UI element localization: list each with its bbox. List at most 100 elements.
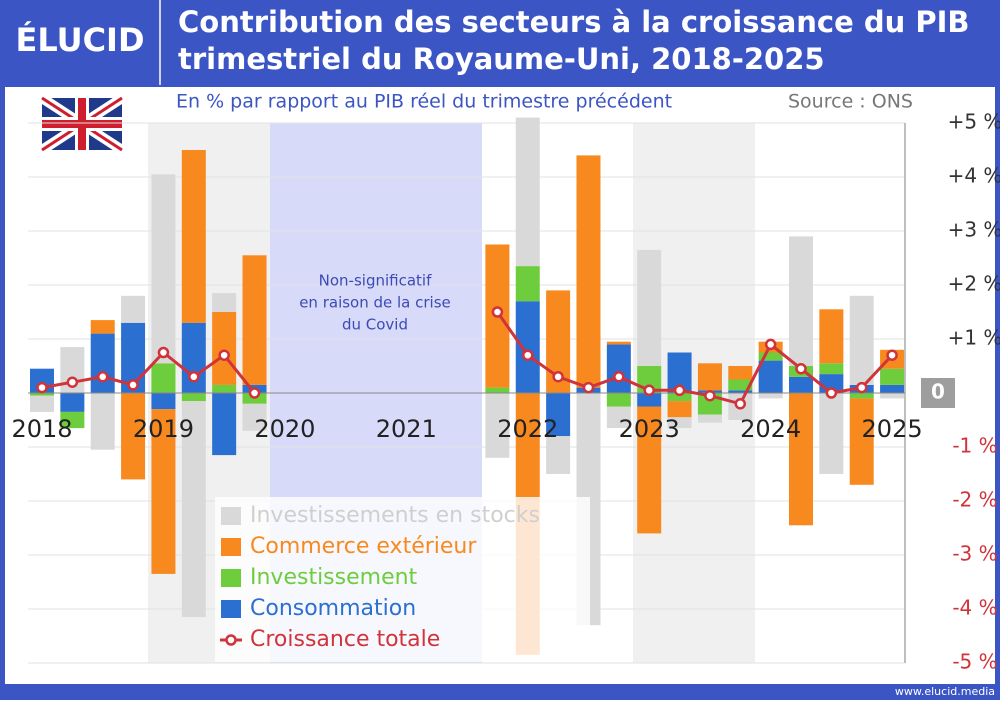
- bar-segment: [30, 395, 54, 412]
- bar-segment: [758, 360, 783, 393]
- bar-segment: [789, 236, 813, 366]
- legend-point: [225, 634, 237, 646]
- legend-swatch: [221, 507, 241, 525]
- x-tick-label: 2019: [133, 415, 194, 443]
- x-tick-label: 2022: [497, 415, 558, 443]
- footer: www.elucid.media: [895, 685, 995, 698]
- total-point: [764, 338, 777, 351]
- total-point: [491, 306, 504, 318]
- bar-segment: [758, 393, 783, 399]
- total-point: [36, 381, 48, 394]
- bar-segment: [242, 403, 267, 431]
- annotation: Non-significatif: [319, 272, 432, 290]
- total-point: [188, 371, 200, 383]
- plot: +5 % +4 % +3 % +2 % +1 % 0 -1 % -2 % -3 % -4 % -5 …: [11, 110, 1000, 674]
- bar-segment: [30, 393, 54, 396]
- bar-segment: [667, 417, 692, 429]
- y-tick-label: +2 %: [948, 272, 1000, 296]
- total-point: [522, 349, 534, 361]
- bar-segment: [90, 320, 115, 334]
- legend-label: Commerce extérieur: [250, 534, 477, 559]
- source: Source : ONS: [788, 91, 913, 113]
- logo: ÉLUCID: [15, 21, 144, 59]
- bar-segment: [151, 363, 176, 393]
- bar-segment: [880, 368, 905, 385]
- bar-segment: [819, 363, 844, 375]
- bar-segment: [151, 409, 176, 574]
- total-point: [795, 362, 807, 375]
- bar-segment: [576, 155, 601, 388]
- total-point: [66, 376, 79, 388]
- annotation: du Covid: [342, 316, 408, 334]
- bar-segment: [697, 363, 722, 391]
- y-tick-label: 0: [931, 380, 945, 404]
- y-tick-label: -4 %: [952, 596, 997, 620]
- y-tick-label: +5 %: [948, 110, 1000, 134]
- y-tick-label: -5 %: [952, 650, 997, 674]
- legend-label: Croissance totale: [250, 627, 440, 652]
- legend-swatch: [221, 538, 241, 556]
- bar-segment: [121, 393, 146, 480]
- bar-segment: [242, 255, 267, 385]
- bar-segment: [546, 436, 571, 474]
- bar-segment: [789, 393, 813, 526]
- bar-segment: [515, 301, 540, 393]
- bar-segment: [606, 341, 631, 345]
- legend-swatch: [221, 600, 241, 618]
- y-tick-label: +1 %: [948, 326, 1000, 350]
- total-point: [582, 381, 595, 394]
- annotation: en raison de la crise: [299, 294, 451, 312]
- subtitle: En % par rapport au PIB réel du trimestr…: [176, 91, 672, 113]
- bar-segment: [60, 411, 85, 429]
- bar-segment: [181, 393, 206, 402]
- y-tick-label: +3 %: [948, 218, 1000, 242]
- bar-segment: [181, 150, 206, 323]
- title-line: Contribution des secteurs à la croissanc…: [178, 5, 970, 39]
- bar-segment: [819, 309, 844, 364]
- bar-segment: [849, 295, 874, 385]
- bar-segment: [60, 393, 85, 412]
- bar-segment: [728, 390, 753, 393]
- legend-label: Investissement: [250, 565, 418, 590]
- bar-segment: [667, 393, 692, 402]
- bar-segment: [637, 393, 662, 407]
- x-tick-label: 2025: [862, 415, 923, 443]
- total-point: [643, 384, 655, 397]
- bar-segment: [728, 379, 753, 391]
- y-tick-label: -3 %: [952, 542, 997, 566]
- bar-segment: [880, 393, 905, 399]
- bar-segment: [637, 249, 662, 366]
- bar-segment: [758, 352, 783, 361]
- y-tick-label: -2 %: [952, 488, 997, 512]
- bar-segment: [485, 393, 510, 458]
- total-point: [855, 381, 868, 394]
- total-point: [248, 387, 261, 399]
- bar-segment: [90, 393, 115, 450]
- bar-segment: [151, 174, 176, 364]
- bar-segment: [181, 401, 206, 618]
- bar-segment: [485, 387, 510, 393]
- zero-label-box: [921, 378, 955, 408]
- bar-segment: [606, 344, 631, 393]
- total-point: [552, 371, 564, 383]
- bar-segment: [849, 398, 874, 485]
- bar-segment: [606, 393, 631, 407]
- y-tick-label: +4 %: [948, 164, 1000, 188]
- total-point: [96, 371, 109, 383]
- total-point: [886, 349, 898, 361]
- bar-segment: [515, 266, 540, 302]
- legend-swatch: [221, 569, 241, 587]
- x-tick-label: 2021: [376, 415, 437, 443]
- bar-segment: [212, 393, 237, 456]
- total-point: [704, 389, 716, 402]
- legend-box: [215, 497, 590, 662]
- total-point: [218, 349, 230, 361]
- bar-segment: [697, 414, 722, 423]
- bar-segment: [667, 401, 692, 418]
- bar-segment: [849, 393, 874, 399]
- bar-segment: [151, 393, 176, 410]
- bar-segment: [212, 293, 237, 312]
- bar-segment: [212, 312, 237, 385]
- flag: [39, 93, 125, 155]
